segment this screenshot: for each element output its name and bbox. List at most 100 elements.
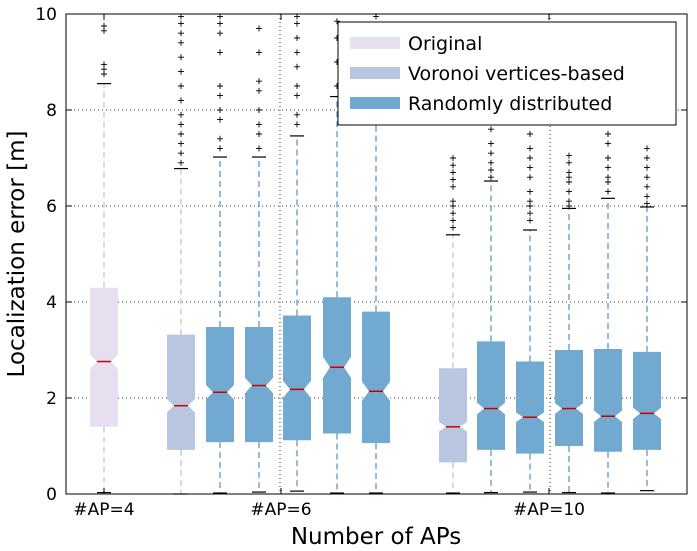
outlier-marker xyxy=(450,176,456,183)
outlier-marker xyxy=(566,188,572,195)
outlier-marker xyxy=(488,159,494,166)
outlier-marker xyxy=(527,145,533,152)
outlier-marker xyxy=(217,135,223,142)
outlier-marker xyxy=(488,126,494,133)
axis-ticks: 0 2 4 6 8 10 xyxy=(35,5,687,505)
box-body xyxy=(555,350,583,446)
outlier-marker xyxy=(566,198,572,205)
outlier-marker xyxy=(527,131,533,137)
box-11 xyxy=(555,152,583,494)
y-tick-label: 8 xyxy=(46,101,57,121)
outlier-marker xyxy=(450,162,456,169)
outlier-marker xyxy=(450,224,456,231)
outlier-marker xyxy=(294,121,300,128)
box-body xyxy=(167,334,195,450)
outlier-marker xyxy=(256,131,262,137)
outlier-marker xyxy=(527,198,533,205)
y-tick-label: 0 xyxy=(46,485,57,505)
outlier-marker xyxy=(101,61,107,68)
box-body xyxy=(477,341,505,450)
outlier-marker xyxy=(527,164,533,171)
outlier-marker xyxy=(527,174,533,181)
legend: Original Voronoi vertices-based Randomly… xyxy=(337,21,677,126)
box-body xyxy=(594,349,622,452)
outlier-marker xyxy=(527,210,533,217)
outlier-marker xyxy=(178,39,184,46)
outlier-marker xyxy=(256,25,262,32)
x-tick-label-ap10: #AP=10 xyxy=(513,500,585,520)
box-body xyxy=(633,351,661,450)
outlier-marker xyxy=(178,83,184,89)
outlier-marker xyxy=(256,107,262,113)
outlier-marker xyxy=(256,78,262,85)
box-5 xyxy=(283,13,311,492)
y-axis-title: Localization error [m] xyxy=(4,131,30,378)
outlier-marker xyxy=(644,200,650,207)
outlier-marker xyxy=(178,121,184,128)
outlier-marker xyxy=(217,92,223,99)
outlier-marker xyxy=(217,116,223,123)
outlier-marker xyxy=(605,131,611,137)
box-12 xyxy=(594,116,622,494)
outlier-marker xyxy=(217,107,223,113)
outlier-marker xyxy=(178,30,184,37)
box-body xyxy=(439,368,467,463)
outlier-marker xyxy=(178,97,184,104)
outlier-marker xyxy=(217,145,223,152)
box-body xyxy=(206,326,234,443)
outlier-marker xyxy=(450,155,456,161)
legend-swatch-voronoi xyxy=(350,67,400,79)
legend-label-original: Original xyxy=(408,33,482,55)
outlier-marker xyxy=(294,83,300,89)
outlier-marker xyxy=(178,20,184,27)
outlier-marker xyxy=(605,155,611,161)
outlier-marker xyxy=(488,140,494,147)
outlier-marker xyxy=(178,54,184,61)
outlier-marker xyxy=(450,183,456,190)
y-tick-label: 2 xyxy=(46,389,57,409)
outlier-marker xyxy=(178,68,184,75)
box-2 xyxy=(167,13,195,495)
outlier-marker xyxy=(256,87,262,94)
outlier-marker xyxy=(605,188,611,195)
outlier-marker xyxy=(178,111,184,118)
outlier-marker xyxy=(605,164,611,171)
plot-area-frame xyxy=(65,13,688,495)
outlier-marker xyxy=(527,217,533,224)
outlier-marker xyxy=(178,140,184,147)
box-body xyxy=(90,287,118,427)
outlier-marker xyxy=(566,169,572,176)
outlier-marker xyxy=(217,83,223,89)
legend-label-voronoi: Voronoi vertices-based xyxy=(408,63,625,85)
box-body xyxy=(323,297,351,434)
outlier-marker xyxy=(527,188,533,195)
outlier-marker xyxy=(644,145,650,152)
outlier-marker xyxy=(178,159,184,166)
outlier-marker xyxy=(294,63,300,70)
outlier-marker xyxy=(605,140,611,147)
outlier-marker xyxy=(450,210,456,217)
outlier-marker xyxy=(488,167,494,173)
outlier-marker xyxy=(178,131,184,137)
outlier-marker xyxy=(256,49,262,56)
outlier-marker xyxy=(605,174,611,181)
outlier-marker xyxy=(566,152,572,159)
box-body xyxy=(245,326,273,443)
outlier-marker xyxy=(334,18,340,25)
y-tick-label: 6 xyxy=(46,197,57,217)
x-tick-label-ap4: #AP=4 xyxy=(73,500,134,520)
outlier-marker xyxy=(450,198,456,205)
outlier-marker xyxy=(217,20,223,27)
outlier-marker xyxy=(217,49,223,56)
outlier-marker xyxy=(644,155,650,161)
outlier-marker xyxy=(294,111,300,118)
legend-swatch-original xyxy=(350,37,400,49)
box-groups xyxy=(90,13,661,495)
outlier-marker xyxy=(101,23,107,29)
box-13 xyxy=(633,145,661,492)
outlier-marker xyxy=(294,92,300,99)
outlier-marker xyxy=(644,183,650,190)
box-8 xyxy=(439,155,467,494)
outlier-marker xyxy=(294,20,300,27)
